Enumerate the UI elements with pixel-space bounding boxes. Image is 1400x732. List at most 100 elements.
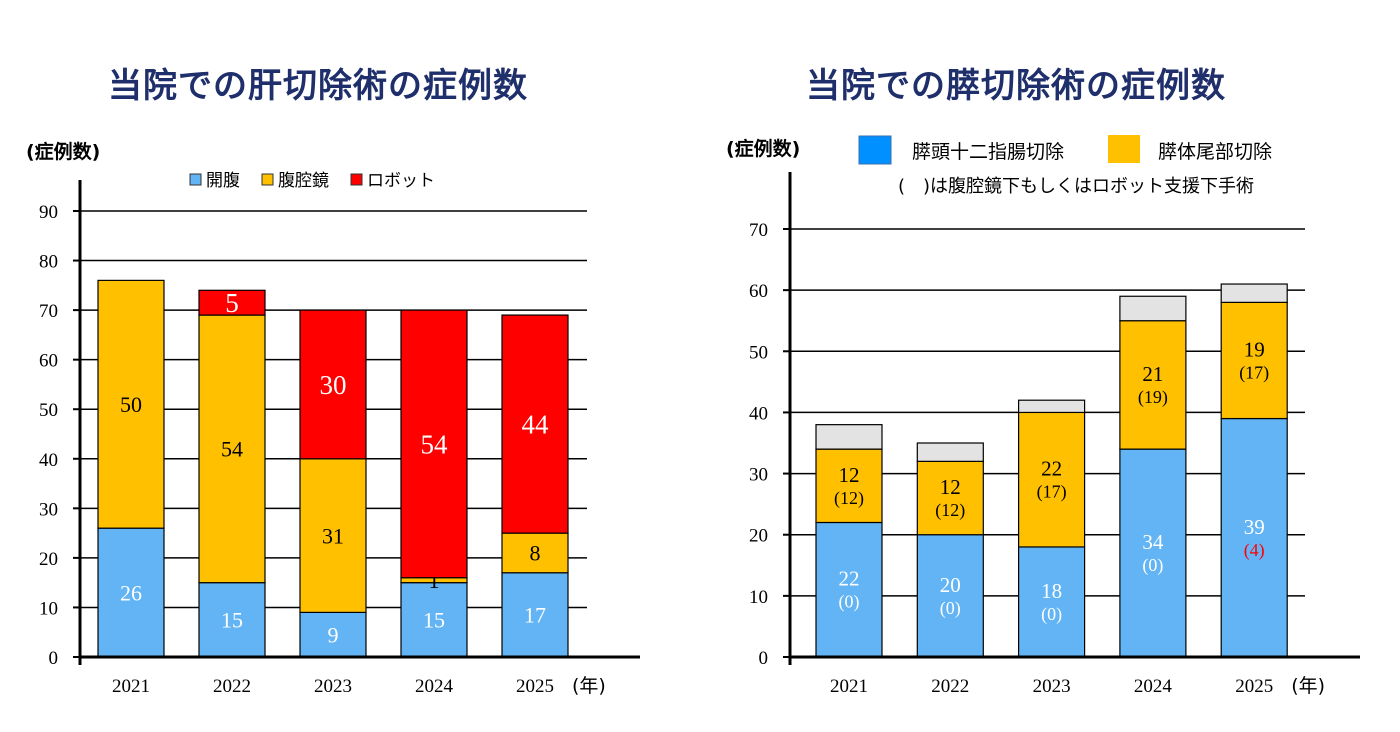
liver-xtick-label: 2024 xyxy=(415,676,454,697)
liver-legend-label: 開腹 xyxy=(206,171,240,191)
liver-xtick-label: 2021 xyxy=(112,676,150,697)
liver-x-axis-label: (年) xyxy=(572,675,606,697)
pancreas-data-label: 19 xyxy=(1244,337,1265,361)
liver-bar-腹腔鏡-2021 xyxy=(97,279,165,529)
pancreas-paren-label: (12) xyxy=(834,488,864,509)
liver-legend-swatch-2 xyxy=(350,173,363,186)
liver-xtick-label: 2022 xyxy=(213,676,251,697)
pancreas-ytick-label: 50 xyxy=(749,342,768,363)
pancreas-ytick-label: 10 xyxy=(749,587,768,608)
pancreas-xtick-label: 2023 xyxy=(1033,676,1071,697)
liver-ytick-label: 10 xyxy=(39,598,58,619)
pancreas-bar-膵体尾部切除-2023 xyxy=(1017,411,1086,548)
liver-ytick-label: 80 xyxy=(39,252,58,273)
liver-data-label: 54 xyxy=(421,429,449,459)
pancreas-bar-other-2025 xyxy=(1220,283,1288,303)
pancreas-paren-label: (12) xyxy=(935,500,965,521)
liver-data-label: 30 xyxy=(320,370,347,400)
liver-ytick-label: 30 xyxy=(39,499,58,520)
pancreas-data-label: 12 xyxy=(839,463,860,487)
pancreas-xtick-label: 2022 xyxy=(931,676,969,697)
pancreas-x-axis-label: (年) xyxy=(1291,675,1325,697)
liver-legend-label: 腹腔鏡 xyxy=(278,171,329,191)
liver-bar-ロボット-2024 xyxy=(400,309,468,579)
pancreas-ytick-label: 60 xyxy=(749,281,768,302)
liver-data-label: 5 xyxy=(225,288,239,318)
pancreas-data-label: 12 xyxy=(940,475,961,499)
liver-xtick-label: 2025 xyxy=(516,676,554,697)
liver-xtick-label: 2023 xyxy=(314,676,352,697)
pancreas-paren-label: (19) xyxy=(1138,387,1168,408)
liver-data-label: 9 xyxy=(328,622,339,647)
liver-data-label: 15 xyxy=(221,608,243,633)
pancreas-data-label: 22 xyxy=(1041,457,1062,481)
pancreas-legend-label: 膵頭十二指腸切除 xyxy=(912,141,1064,163)
pancreas-paren-label: (17) xyxy=(1037,482,1067,503)
liver-legend-label: ロボット xyxy=(367,171,435,191)
liver-data-label: 1 xyxy=(429,568,440,593)
pancreas-bar-膵体尾部切除-2021 xyxy=(815,448,883,524)
liver-data-label: 31 xyxy=(322,523,344,548)
pancreas-bar-膵頭十二指腸切除-2024 xyxy=(1119,448,1187,658)
pancreas-bar-膵体尾部切除-2022 xyxy=(916,460,984,536)
liver-ytick-label: 90 xyxy=(39,202,58,223)
liver-data-label: 17 xyxy=(524,603,546,628)
pancreas-y-axis-label: (症例数) xyxy=(726,137,800,160)
pancreas-bar-other-2023 xyxy=(1017,399,1086,414)
pancreas-legend-label: 膵体尾部切除 xyxy=(1158,141,1272,163)
pancreas-ytick-label: 30 xyxy=(749,465,768,486)
pancreas-paren-label: (4) xyxy=(1244,540,1265,561)
pancreas-bar-other-2022 xyxy=(916,442,984,462)
liver-bar-ロボット-2022 xyxy=(198,289,266,316)
pancreas-paren-label: (0) xyxy=(1142,555,1163,576)
liver-bar-ロボット-2025 xyxy=(501,314,569,534)
pancreas-data-label: 21 xyxy=(1142,362,1163,386)
pancreas-bar-other-2024 xyxy=(1119,295,1187,322)
pancreas-xtick-label: 2024 xyxy=(1134,676,1173,697)
pancreas-note: ( )は腹腔鏡下もしくはロボット支援下手術 xyxy=(898,176,1254,197)
liver-bar-腹腔鏡-2023 xyxy=(299,458,367,613)
pancreas-paren-label: (0) xyxy=(839,592,860,613)
liver-data-label: 54 xyxy=(221,437,243,462)
pancreas-data-label: 34 xyxy=(1142,530,1164,554)
liver-ytick-label: 70 xyxy=(39,301,58,322)
pancreas-bar-other-2021 xyxy=(815,424,883,450)
liver-bar-ロボット-2023 xyxy=(299,309,367,460)
pancreas-ytick-label: 20 xyxy=(749,526,768,547)
pancreas-ytick-label: 40 xyxy=(749,403,768,424)
liver-chart-title: 当院での肝切除術の症例数 xyxy=(108,66,528,106)
liver-data-label: 8 xyxy=(530,541,541,566)
pancreas-paren-label: (0) xyxy=(940,598,961,619)
pancreas-legend-swatch-1 xyxy=(1108,135,1140,163)
liver-ytick-label: 40 xyxy=(39,450,58,471)
pancreas-ytick-label: 70 xyxy=(749,220,768,241)
liver-legend-swatch-1 xyxy=(261,173,274,186)
liver-bar-腹腔鏡-2025 xyxy=(501,532,569,574)
liver-data-label: 15 xyxy=(423,608,445,633)
liver-y-axis-label: (症例数) xyxy=(26,140,100,163)
liver-data-label: 26 xyxy=(120,580,142,605)
pancreas-paren-label: (17) xyxy=(1239,362,1269,383)
liver-ytick-label: 50 xyxy=(39,400,58,421)
liver-ytick-label: 60 xyxy=(39,351,58,372)
liver-legend-swatch-0 xyxy=(189,173,202,186)
liver-data-label: 44 xyxy=(522,410,550,440)
pancreas-data-label: 22 xyxy=(839,567,860,591)
pancreas-xtick-label: 2021 xyxy=(830,676,868,697)
pancreas-bar-膵頭十二指腸切除-2022 xyxy=(916,534,984,658)
liver-data-label: 50 xyxy=(120,392,142,417)
pancreas-paren-label: (0) xyxy=(1041,604,1062,625)
pancreas-chart-title: 当院での膵切除術の症例数 xyxy=(806,66,1226,106)
liver-ytick-label: 20 xyxy=(39,549,58,570)
pancreas-data-label: 39 xyxy=(1244,515,1265,539)
pancreas-ytick-label: 0 xyxy=(759,648,769,669)
pancreas-bar-膵体尾部切除-2024 xyxy=(1119,320,1187,450)
pancreas-bar-膵体尾部切除-2025 xyxy=(1220,301,1288,420)
pancreas-legend-swatch-0 xyxy=(858,135,892,165)
pancreas-data-label: 20 xyxy=(940,573,961,597)
pancreas-bar-膵頭十二指腸切除-2023 xyxy=(1017,546,1086,658)
pancreas-bar-膵頭十二指腸切除-2025 xyxy=(1220,417,1288,658)
pancreas-xtick-label: 2025 xyxy=(1235,676,1273,697)
liver-bar-腹腔鏡-2022 xyxy=(198,314,266,584)
